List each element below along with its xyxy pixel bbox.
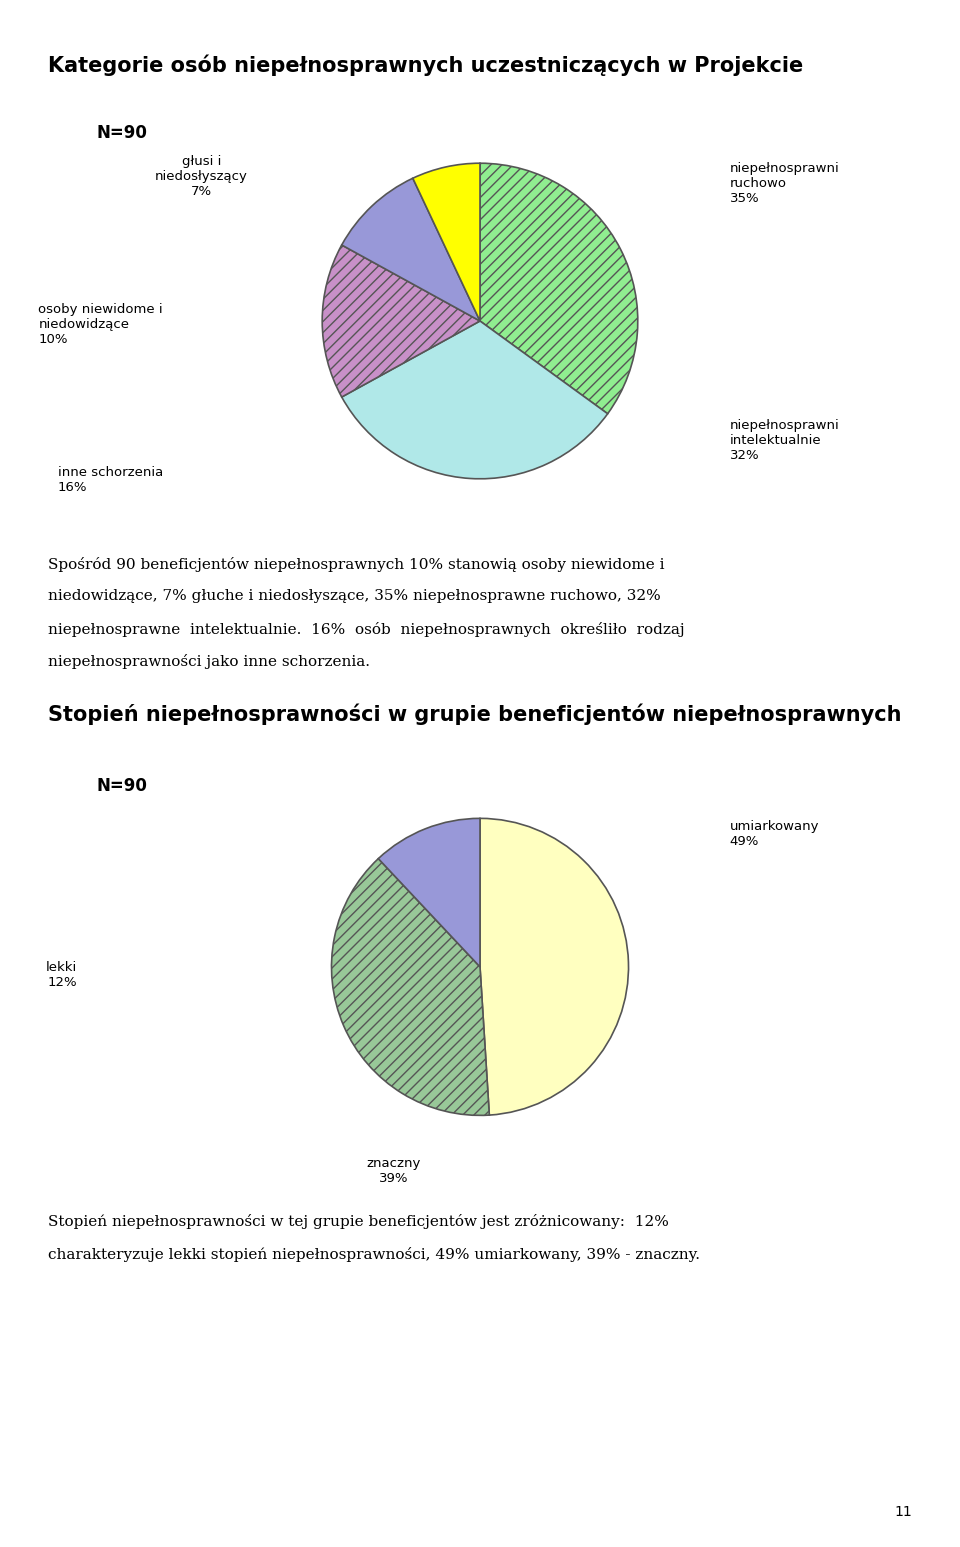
Text: niepełnosprawni
ruchowo
35%: niepełnosprawni ruchowo 35%	[730, 162, 839, 206]
Wedge shape	[413, 164, 480, 322]
Text: niepełnosprawne  intelektualnie.  16%  osób  niepełnosprawnych  określiło  rodza: niepełnosprawne intelektualnie. 16% osób…	[48, 622, 684, 637]
Text: N=90: N=90	[96, 124, 147, 142]
Wedge shape	[480, 164, 637, 413]
Wedge shape	[323, 244, 480, 398]
Text: inne schorzenia
16%: inne schorzenia 16%	[58, 466, 163, 493]
Text: lekki
12%: lekki 12%	[45, 961, 77, 989]
Text: znaczny
39%: znaczny 39%	[367, 1157, 420, 1185]
Text: osoby niewidome i
niedowidzące
10%: osoby niewidome i niedowidzące 10%	[38, 303, 163, 347]
Wedge shape	[480, 818, 629, 1115]
Text: Kategorie osób niepełnosprawnych uczestniczących w Projekcie: Kategorie osób niepełnosprawnych uczestn…	[48, 54, 804, 76]
Wedge shape	[342, 322, 608, 478]
Text: umiarkowany
49%: umiarkowany 49%	[730, 820, 819, 848]
Text: charakteryzuje lekki stopień niepełnosprawności, 49% umiarkowany, 39% - znaczny.: charakteryzuje lekki stopień niepełnospr…	[48, 1247, 700, 1262]
Text: Stopień niepełnosprawności w grupie beneficjentów niepełnosprawnych: Stopień niepełnosprawności w grupie bene…	[48, 704, 901, 726]
Text: Stopień niepełnosprawności w tej grupie beneficjentów jest zróżnicowany:  12%: Stopień niepełnosprawności w tej grupie …	[48, 1214, 669, 1230]
Text: niepełnosprawności jako inne schorzenia.: niepełnosprawności jako inne schorzenia.	[48, 654, 370, 670]
Text: niedowidzące, 7% głuche i niedosłyszące, 35% niepełnosprawne ruchowo, 32%: niedowidzące, 7% głuche i niedosłyszące,…	[48, 589, 660, 603]
Text: głusi i
niedosłyszący
7%: głusi i niedosłyszący 7%	[156, 155, 248, 198]
Wedge shape	[378, 818, 480, 967]
Text: niepełnosprawni
intelektualnie
32%: niepełnosprawni intelektualnie 32%	[730, 419, 839, 463]
Text: 11: 11	[895, 1505, 912, 1519]
Wedge shape	[342, 178, 480, 322]
Text: N=90: N=90	[96, 777, 147, 795]
Wedge shape	[331, 859, 490, 1115]
Text: Spośród 90 beneficjentów niepełnosprawnych 10% stanowią osoby niewidome i: Spośród 90 beneficjentów niepełnosprawny…	[48, 557, 664, 572]
